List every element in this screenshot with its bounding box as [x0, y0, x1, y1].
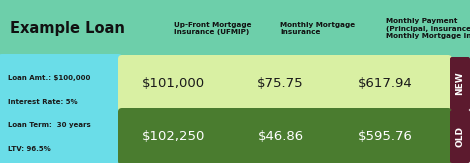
- Text: Example Loan: Example Loan: [10, 21, 125, 36]
- Text: Monthly Payment
(Principal, Insurance, and
Monthly Mortgage Insurance): Monthly Payment (Principal, Insurance, a…: [385, 18, 470, 39]
- Text: Loan Term:  30 years: Loan Term: 30 years: [8, 122, 91, 128]
- FancyBboxPatch shape: [118, 108, 452, 163]
- Text: $75.75: $75.75: [257, 77, 304, 90]
- Text: Up-Front Mortgage
Insurance (UFMIP): Up-Front Mortgage Insurance (UFMIP): [173, 22, 251, 35]
- Text: $595.76: $595.76: [358, 130, 413, 143]
- Text: LTV: 96.5%: LTV: 96.5%: [8, 146, 51, 152]
- FancyBboxPatch shape: [450, 57, 470, 110]
- Text: OLD: OLD: [455, 126, 464, 147]
- Text: NEW: NEW: [455, 72, 464, 95]
- Text: Interest Rate: 5%: Interest Rate: 5%: [8, 99, 78, 105]
- FancyBboxPatch shape: [0, 0, 470, 59]
- Text: $101,000: $101,000: [142, 77, 205, 90]
- FancyBboxPatch shape: [450, 110, 470, 163]
- Text: Loan Amt.: $100,000: Loan Amt.: $100,000: [8, 75, 90, 81]
- Text: $46.86: $46.86: [258, 130, 304, 143]
- Text: $617.94: $617.94: [358, 77, 413, 90]
- FancyBboxPatch shape: [118, 55, 452, 112]
- FancyBboxPatch shape: [0, 54, 123, 163]
- Text: $102,250: $102,250: [142, 130, 205, 143]
- Text: Monthly Mortgage
Insurance: Monthly Mortgage Insurance: [281, 22, 356, 35]
